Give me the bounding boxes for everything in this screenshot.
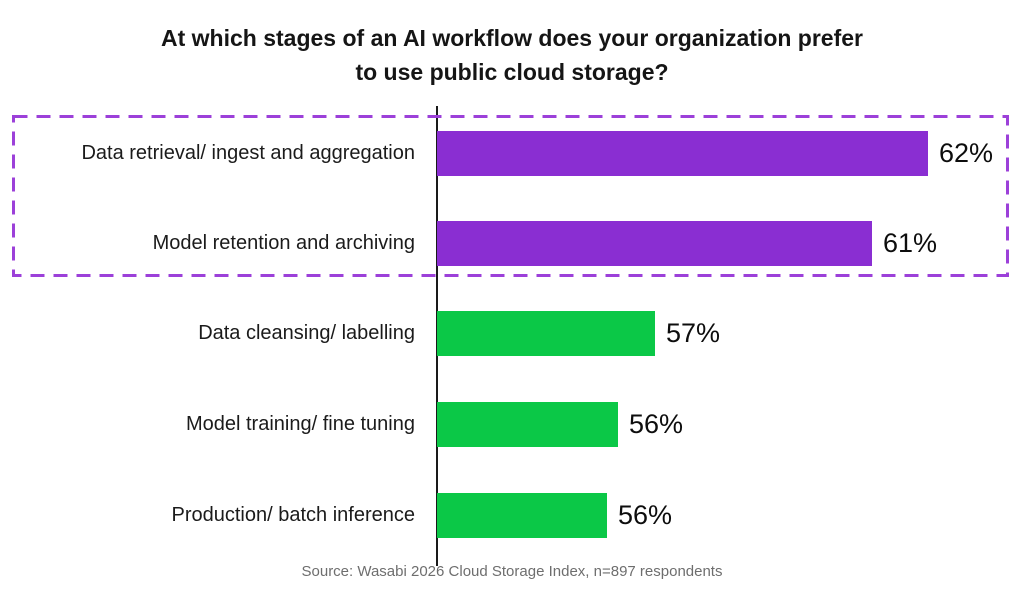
value-label: 57% (666, 318, 721, 348)
category-label: Model training/ fine tuning (185, 413, 415, 435)
chart-title-line-2: to use public cloud storage? (355, 59, 669, 85)
bar (437, 402, 618, 447)
bar (437, 493, 607, 538)
value-label: 61% (883, 228, 938, 258)
chart-title: At which stages of an AI workflow does y… (0, 21, 1024, 89)
category-label: Data retrieval/ ingest and aggregation (81, 142, 415, 164)
category-label: Data cleansing/ labelling (198, 322, 415, 344)
bar (437, 221, 872, 266)
bar (437, 131, 928, 176)
bar (437, 311, 655, 356)
source-note: Source: Wasabi 2026 Cloud Storage Index,… (301, 563, 723, 580)
value-label: 56% (629, 409, 684, 439)
category-label: Model retention and archiving (152, 232, 415, 254)
value-label: 62% (939, 138, 994, 168)
category-label: Production/ batch inference (171, 504, 416, 526)
value-label: 56% (618, 500, 673, 530)
chart-title-line-1: At which stages of an AI workflow does y… (160, 25, 864, 51)
